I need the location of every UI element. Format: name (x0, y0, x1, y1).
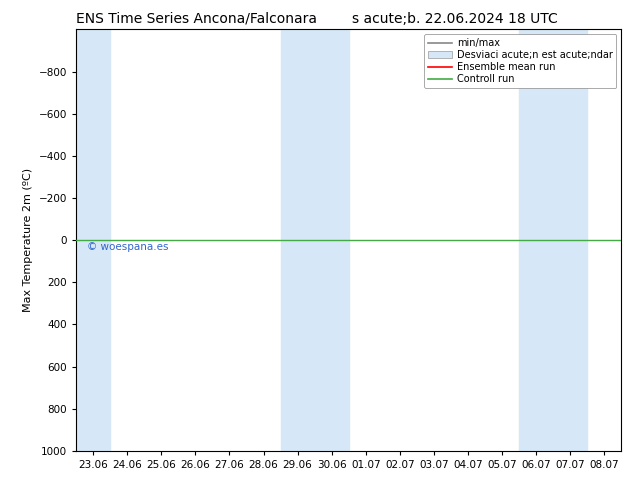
Y-axis label: Max Temperature 2m (ºC): Max Temperature 2m (ºC) (23, 168, 33, 312)
Text: ENS Time Series Ancona/Falconara        s acute;b. 22.06.2024 18 UTC: ENS Time Series Ancona/Falconara s acute… (76, 12, 558, 26)
Bar (76, 29, 110, 451)
Bar (280, 29, 349, 451)
Legend: min/max, Desviaci acute;n est acute;ndar, Ensemble mean run, Controll run: min/max, Desviaci acute;n est acute;ndar… (424, 34, 616, 88)
Bar (519, 29, 587, 451)
Text: © woespana.es: © woespana.es (87, 242, 169, 252)
